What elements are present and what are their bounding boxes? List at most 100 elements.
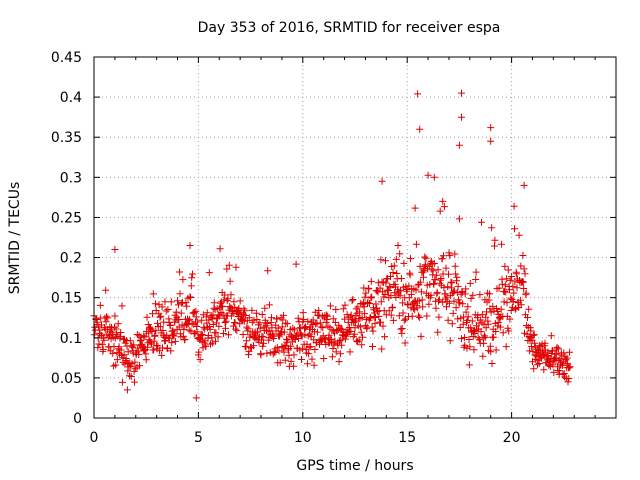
data-point [198,316,206,324]
data-point [451,250,459,258]
data-point [481,333,489,341]
data-point [349,296,357,303]
data-point [400,316,408,324]
data-point [511,225,518,233]
data-point [136,362,143,370]
data-point [145,329,153,337]
data-point [392,255,400,263]
data-point [131,378,138,386]
data-point [123,386,131,394]
data-point [131,358,139,366]
data-point [387,292,395,300]
data-point [455,215,463,223]
data-point [242,312,250,319]
data-point [396,250,404,258]
data-point [170,329,178,337]
data-point [417,332,425,340]
data-point [276,359,284,367]
data-point [519,278,526,285]
data-point [493,305,501,312]
data-point [154,342,162,350]
data-point [154,319,161,327]
data-point [320,355,328,362]
data-point [120,351,128,359]
data-point [531,339,539,347]
data-point [256,324,264,332]
data-point [361,293,369,301]
data-point [448,279,456,287]
data-point [167,347,175,355]
data-point [222,324,229,332]
data-point [298,345,306,353]
data-point [150,346,158,354]
data-point [336,337,343,345]
data-point [406,271,414,279]
data-point [560,349,568,357]
data-point [452,304,460,312]
data-point [566,348,574,356]
data-point [362,315,370,323]
data-point [487,308,495,316]
data-point [299,309,307,317]
data-point [263,349,271,357]
data-point [487,137,495,145]
data-point [223,265,231,273]
data-point [221,319,229,326]
y-tick-label: 0.25 [51,210,82,226]
data-point [225,331,232,339]
data-point [221,291,229,299]
data-point [458,288,466,296]
data-point [435,313,443,321]
data-point [451,262,459,270]
data-point [140,332,148,340]
data-point [341,315,349,323]
data-point [530,331,538,339]
data-point [263,320,271,327]
data-point [230,298,238,306]
data-point [261,304,269,312]
data-point [189,270,197,278]
data-point [439,197,447,205]
data-point [520,181,528,189]
data-point [103,313,110,321]
data-point [411,204,419,212]
data-point [164,306,172,313]
data-point [512,305,520,312]
data-point [336,350,344,358]
data-point [382,279,390,287]
data-point [347,327,355,335]
data-point [465,361,473,369]
data-point [253,316,261,323]
data-point [369,343,376,350]
data-point [326,302,334,310]
data-point [232,263,240,271]
data-point [287,357,295,365]
data-point [158,303,166,311]
data-point [283,320,291,328]
data-point [371,319,379,327]
data-point [273,343,281,351]
y-tick-labels: 0 0.05 0.1 0.15 0.2 0.25 0.3 0.35 0.4 0.45 [51,50,82,427]
data-point [232,325,240,333]
data-point [505,327,513,335]
data-point [279,316,287,324]
data-point [480,339,488,347]
y-tick-label: 0 [73,411,82,427]
data-point [400,259,408,267]
data-point [337,336,345,344]
data-point [303,360,311,368]
data-point [248,306,256,314]
data-point [498,240,506,248]
data-point [257,351,265,359]
data-point [321,336,328,344]
chart-title: Day 353 of 2016, SRMTID for receiver esp… [198,20,501,36]
data-point [397,275,405,282]
data-point [229,309,237,317]
data-point [214,333,222,341]
data-point [374,307,382,315]
data-point [465,336,473,343]
data-point [377,318,384,326]
data-point [507,307,515,314]
data-point [243,323,251,331]
data-point [94,344,102,352]
